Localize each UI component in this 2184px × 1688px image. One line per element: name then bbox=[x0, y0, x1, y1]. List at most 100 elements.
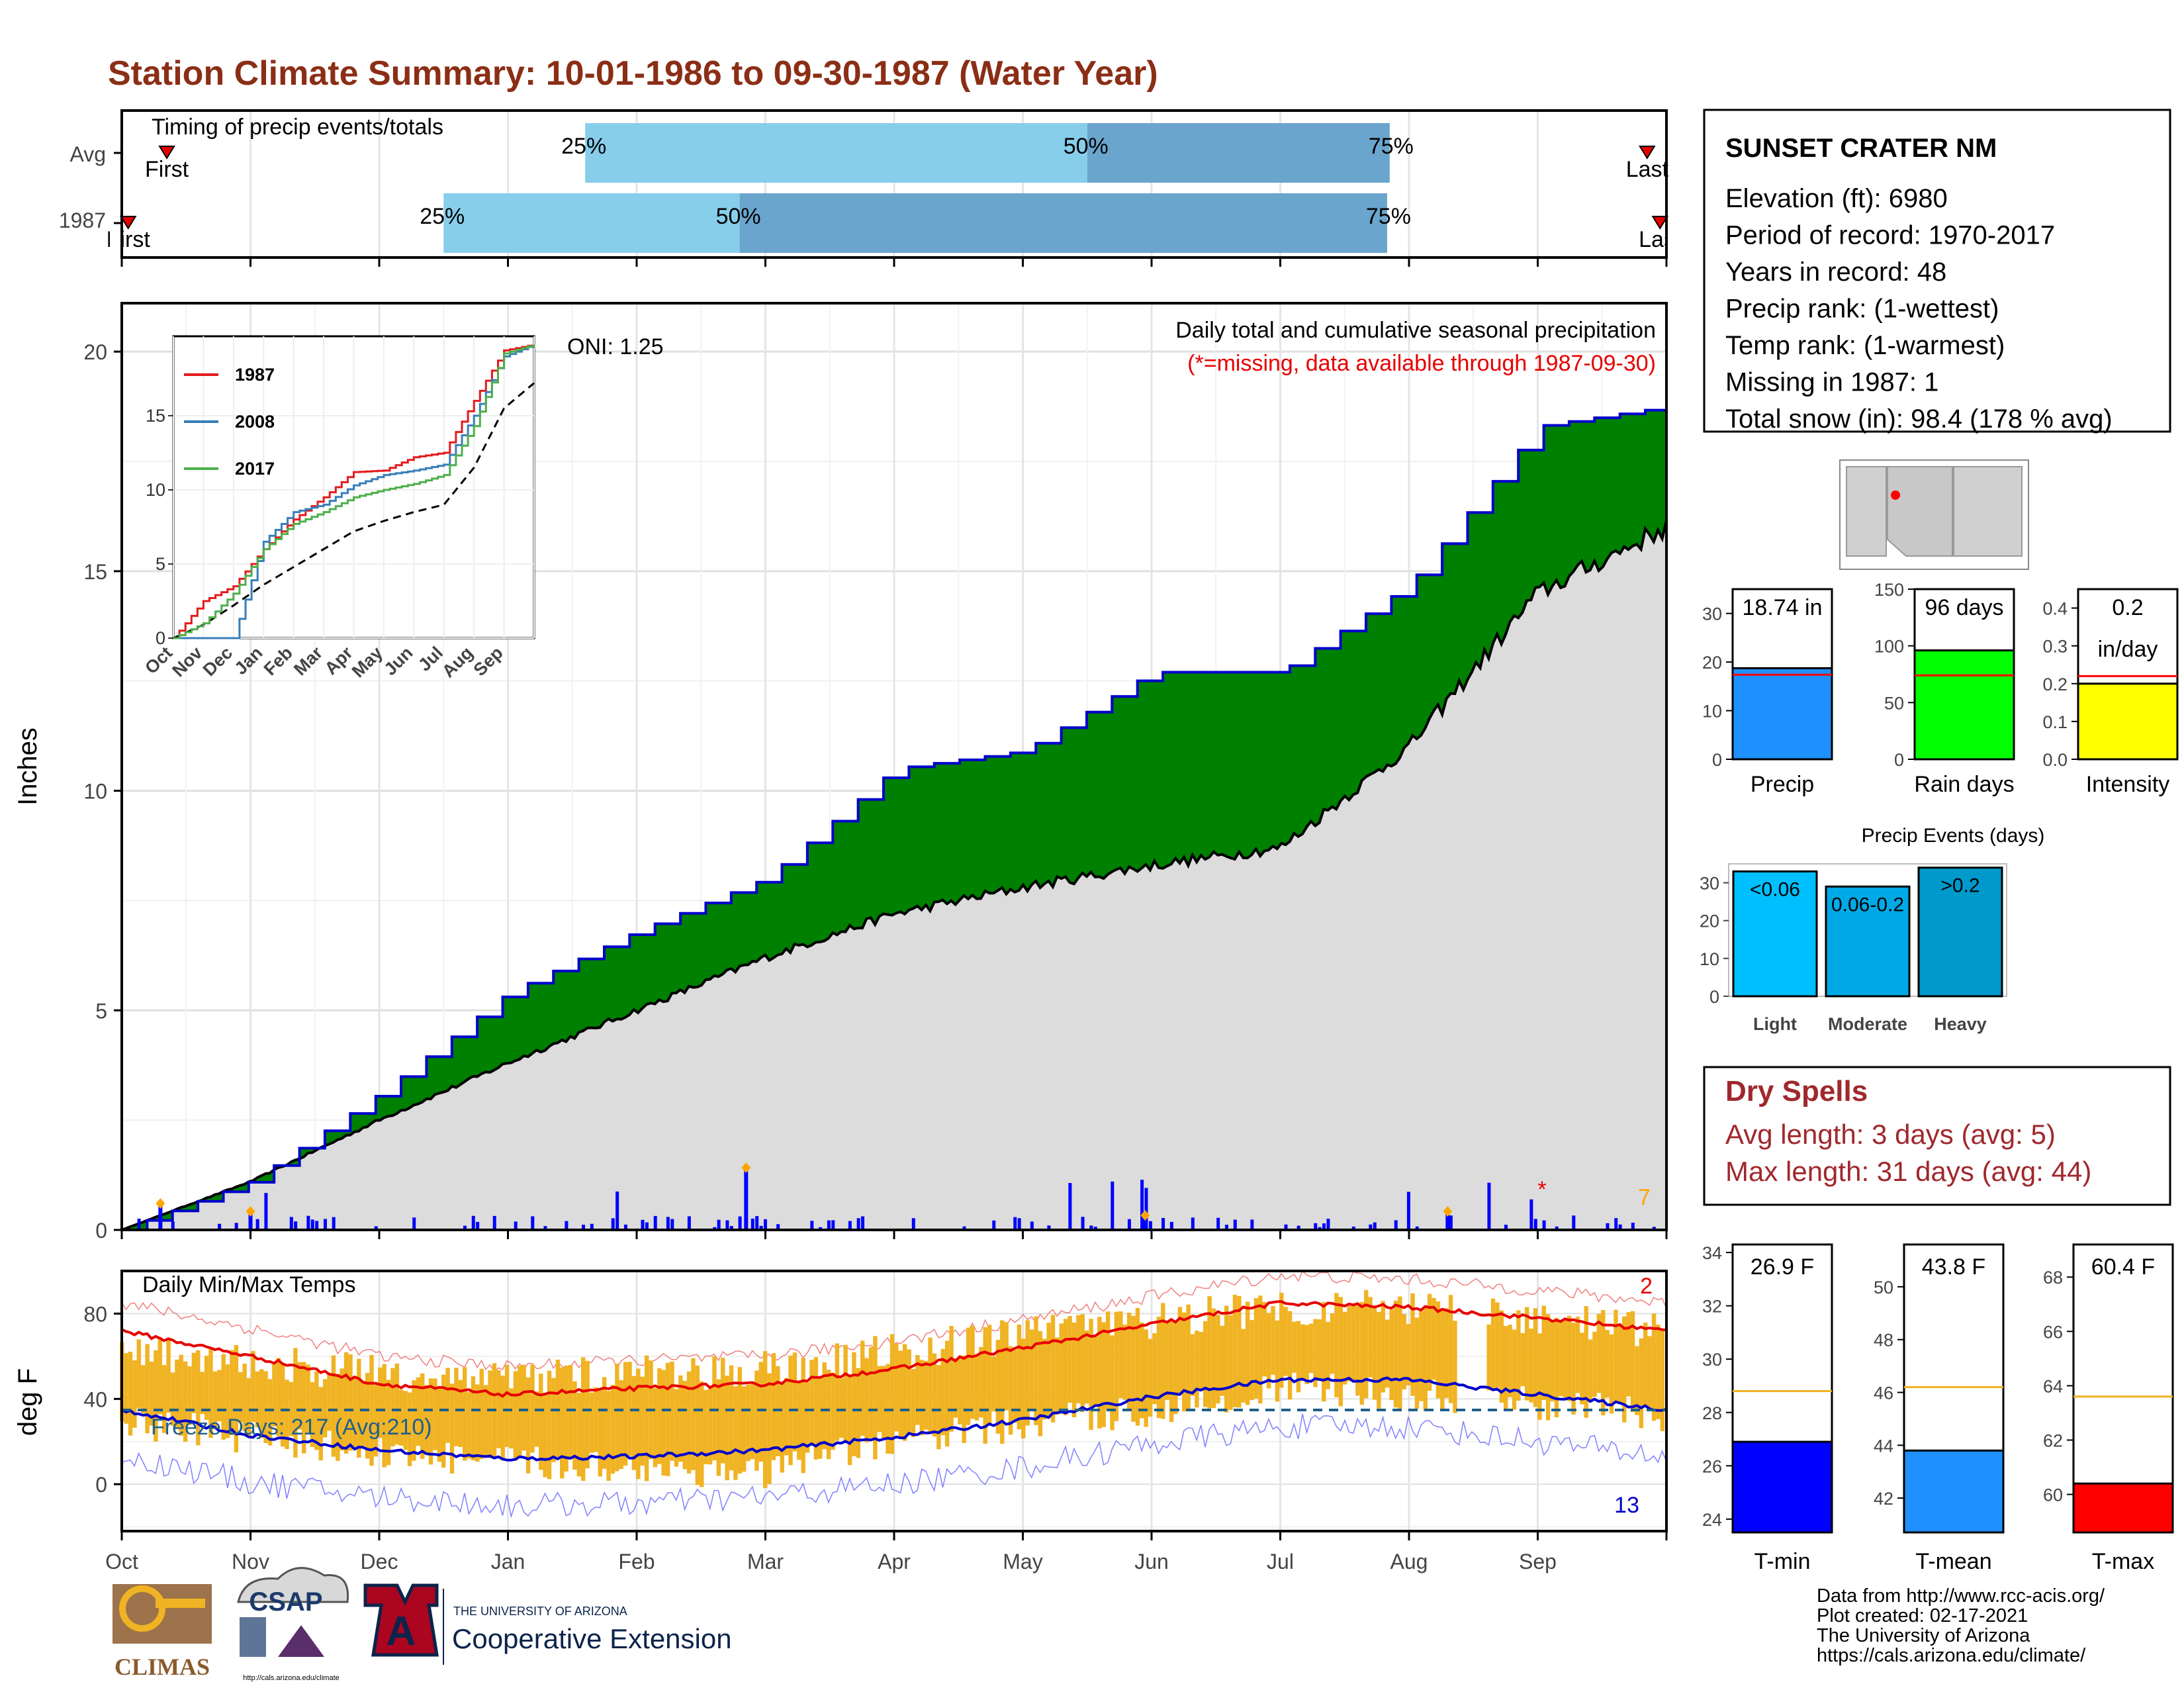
daily-temp-bar bbox=[1232, 1294, 1238, 1407]
daily-temp-bar bbox=[894, 1343, 899, 1432]
daily-temp-bar bbox=[255, 1371, 260, 1428]
timing-first-label: First bbox=[145, 157, 189, 182]
ua-big-text: Cooperative Extension bbox=[452, 1623, 732, 1654]
daily-temp-bar bbox=[644, 1355, 649, 1481]
month-tick-label: Mar bbox=[747, 1550, 784, 1573]
precip-ytick-label: 15 bbox=[83, 560, 107, 584]
daily-temp-bar bbox=[1643, 1323, 1648, 1405]
daily-temp-bar bbox=[818, 1378, 823, 1459]
daily-temp-bar bbox=[936, 1365, 941, 1450]
daily-temp-bar bbox=[700, 1381, 704, 1487]
month-tick-label: Feb bbox=[618, 1550, 655, 1573]
daily-temp-bar bbox=[407, 1392, 412, 1466]
daily-temp-bar bbox=[1253, 1298, 1259, 1399]
daily-temp-bar bbox=[145, 1344, 150, 1434]
daily-temp-bar bbox=[166, 1338, 171, 1413]
daily-temp-bar bbox=[428, 1378, 433, 1465]
daily-temp-bar bbox=[1541, 1305, 1546, 1400]
month-tick-label: Jan bbox=[491, 1550, 525, 1573]
events-tick-label: 20 bbox=[1700, 912, 1719, 931]
daily-temp-bar bbox=[170, 1372, 175, 1426]
oni-label: ONI: 1.25 bbox=[567, 334, 664, 359]
timing-label-50: 50% bbox=[1064, 134, 1109, 159]
daily-temp-bar bbox=[200, 1372, 205, 1415]
climas-logo: CLIMAS bbox=[113, 1584, 212, 1680]
summary-tick-label: 100 bbox=[1874, 637, 1904, 657]
daily-temp-bar bbox=[437, 1387, 441, 1462]
daily-precip-bar bbox=[412, 1217, 416, 1230]
daily-temp-bar bbox=[458, 1380, 463, 1447]
daily-precip-bar bbox=[1017, 1218, 1021, 1230]
daily-temp-bar bbox=[839, 1378, 844, 1438]
daily-temp-bar bbox=[1144, 1329, 1148, 1427]
daily-temp-bar bbox=[348, 1354, 353, 1451]
station-detail-line: Total snow (in): 98.4 (178 % avg) bbox=[1725, 404, 2113, 434]
daily-temp-bar bbox=[911, 1369, 916, 1438]
daily-temp-bar bbox=[707, 1387, 713, 1465]
daily-precip-bar bbox=[623, 1224, 627, 1230]
daily-precip-bar bbox=[653, 1215, 657, 1230]
daily-temp-bar bbox=[1656, 1325, 1661, 1419]
daily-temp-bar bbox=[919, 1360, 924, 1436]
daily-temp-bar bbox=[1499, 1310, 1504, 1403]
summary-bar-fill bbox=[1731, 667, 1833, 761]
precip-events-chart: Precip Events (days) 0 10 20 30 <0.06 Light 0.… bbox=[1700, 825, 2044, 1034]
daily-temp-bar bbox=[504, 1364, 510, 1447]
daily-temp-bar bbox=[1423, 1307, 1428, 1411]
daily-temp-bar bbox=[394, 1363, 400, 1445]
events-tick-label: 30 bbox=[1700, 874, 1719, 894]
daily-temp-bar bbox=[259, 1369, 264, 1438]
daily-temp-bar bbox=[1203, 1321, 1208, 1407]
station-detail-line: Temp rank: (1-warmest) bbox=[1725, 331, 2005, 360]
daily-temp-bar bbox=[589, 1392, 594, 1453]
daily-temp-bar bbox=[974, 1354, 979, 1421]
daily-temp-bar bbox=[234, 1344, 239, 1453]
daily-precip-bar bbox=[1394, 1220, 1398, 1230]
daily-temp-bar bbox=[822, 1362, 827, 1450]
daily-precip-bar bbox=[1127, 1219, 1131, 1230]
daily-temp-bar bbox=[1563, 1319, 1567, 1398]
inset-series-1987 bbox=[173, 344, 535, 639]
daily-precip-bar bbox=[1284, 1224, 1288, 1230]
daily-temp-bar bbox=[1237, 1295, 1242, 1408]
daily-temp-bar bbox=[610, 1385, 615, 1474]
daily-temp-bar bbox=[1368, 1297, 1373, 1378]
summary-tick-label: 0 bbox=[1712, 750, 1722, 770]
temp-summary-fill bbox=[1731, 1440, 1833, 1534]
csap-logo-text: CSAP bbox=[249, 1587, 322, 1617]
daily-precip-bar bbox=[738, 1216, 742, 1230]
summary-tick-label: 0.2 bbox=[2042, 675, 2068, 694]
temp-summary-t-max: 60 62 64 66 68 60.4 F T-max bbox=[2043, 1243, 2174, 1574]
daily-temp-bar bbox=[462, 1367, 467, 1461]
timing-label-25: 25% bbox=[561, 134, 606, 159]
events-bar-value: <0.06 bbox=[1750, 878, 1800, 900]
daily-temp-bar bbox=[1042, 1338, 1047, 1420]
events-bar-light bbox=[1732, 870, 1818, 998]
timing-bar-q2 bbox=[585, 123, 1087, 183]
daily-temp-bar bbox=[1596, 1313, 1602, 1393]
daily-temp-bar bbox=[987, 1325, 992, 1425]
daily-temp-bar bbox=[424, 1385, 429, 1455]
daily-temp-bar bbox=[623, 1362, 628, 1466]
daily-temp-bar bbox=[208, 1348, 213, 1438]
daily-temp-bar bbox=[196, 1350, 201, 1446]
daily-temp-bar bbox=[340, 1368, 344, 1451]
daily-temp-bar bbox=[357, 1358, 361, 1458]
daily-temp-bar bbox=[1038, 1331, 1043, 1436]
daily-temp-bar bbox=[1533, 1308, 1538, 1407]
daily-temp-bar bbox=[343, 1352, 349, 1454]
daily-temp-bar bbox=[864, 1358, 869, 1443]
daily-temp-bar bbox=[1444, 1308, 1449, 1398]
daily-temp-bar bbox=[183, 1361, 188, 1442]
temp-summary-tick: 24 bbox=[1702, 1510, 1722, 1530]
daily-temp-bar bbox=[373, 1385, 379, 1457]
events-bar-heavy bbox=[1917, 867, 2003, 998]
temp-ytick-label: 40 bbox=[83, 1387, 107, 1411]
daily-temp-bar bbox=[378, 1367, 383, 1438]
daily-temp-bar bbox=[670, 1361, 674, 1461]
events-bar-label: Moderate bbox=[1828, 1014, 1907, 1034]
daily-temp-bar bbox=[1152, 1333, 1157, 1405]
daily-temp-bar bbox=[289, 1382, 294, 1436]
timing-first-marker bbox=[119, 216, 137, 230]
